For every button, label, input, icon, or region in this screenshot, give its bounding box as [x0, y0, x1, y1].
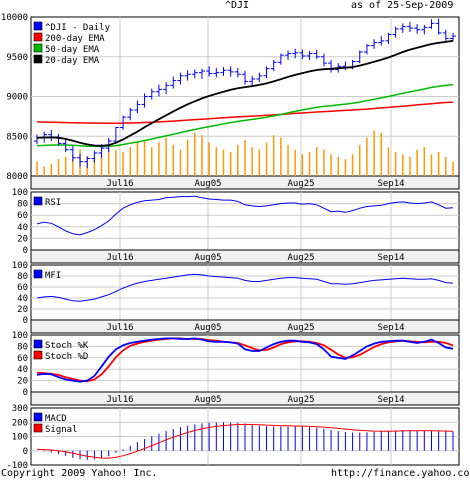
mfi-legend-label: MFI	[45, 271, 61, 281]
price-legend-label: ^DJI - Daily	[45, 23, 111, 33]
stoch-legend-swatch	[33, 339, 43, 349]
price-legend-swatch	[33, 21, 43, 31]
signal-line	[36, 423, 454, 459]
rsi-date-band	[30, 249, 460, 264]
price-y-tick-label: 8500	[6, 132, 28, 142]
rsi-y-tick-label: 100	[12, 188, 28, 198]
rsi-y-tick-label: 80	[17, 200, 28, 210]
rsi-y-tick-label: 20	[17, 234, 28, 244]
source-url[interactable]: http://finance.yahoo.com/	[331, 468, 470, 479]
rsi-x-tick-label: Sep14	[377, 253, 404, 263]
rsi-line	[36, 195, 454, 236]
macd-y-tick-label: 200	[12, 418, 28, 428]
macd-legend-swatch	[33, 412, 43, 422]
price-legend-label: 200-day EMA	[45, 34, 105, 44]
stoch-y-tick-label: 20	[17, 377, 28, 387]
rsi-y-tick-label: 0	[23, 246, 28, 256]
rsi-panel-frame	[30, 191, 460, 251]
stoch-x-tick-label: Aug05	[194, 395, 221, 405]
stoch-panel-frame	[30, 334, 460, 393]
stoch-d-line	[36, 337, 454, 383]
rsi-y-tick-label: 40	[17, 223, 28, 233]
price-y-tick-label: 9000	[6, 93, 28, 103]
price-x-tick-label: Sep14	[377, 179, 404, 189]
stoch-x-tick-label: Aug25	[287, 395, 314, 405]
stoch-y-tick-label: 60	[17, 354, 28, 364]
price-legend-label: 20-day EMA	[45, 56, 100, 66]
chart-symbol: ^DJI	[225, 0, 250, 11]
price-y-tick-label: 10000	[1, 13, 28, 23]
price-x-tick-label: Jul16	[106, 179, 133, 189]
mfi-x-tick-label: Aug05	[194, 323, 221, 333]
stoch-y-tick-label: 0	[23, 388, 28, 398]
mfi-y-tick-label: 60	[17, 283, 28, 293]
mfi-legend-swatch	[33, 269, 43, 279]
stoch-x-tick-label: Jul16	[106, 395, 133, 405]
ema20-line	[36, 39, 454, 147]
macd-y-tick-label: 0	[23, 447, 28, 457]
stoch-k-line	[36, 337, 454, 383]
mfi-x-tick-label: Jul16	[106, 323, 133, 333]
price-legend-swatch	[33, 43, 43, 53]
stoch-y-tick-label: 100	[12, 331, 28, 341]
stoch-legend-label: Stoch %K	[45, 341, 89, 351]
mfi-x-tick-label: Aug25	[287, 323, 314, 333]
mfi-y-tick-label: 20	[17, 305, 28, 315]
price-x-tick-label: Aug05	[194, 179, 221, 189]
stoch-date-band	[30, 391, 460, 406]
price-x-tick-label: Aug25	[287, 179, 314, 189]
stoch-legend-label: Stoch %D	[45, 352, 88, 362]
stoch-y-tick-label: 40	[17, 365, 28, 375]
rsi-x-tick-label: Jul16	[106, 253, 133, 263]
mfi-x-tick-label: Sep14	[377, 323, 404, 333]
price-legend-swatch	[33, 54, 43, 64]
rsi-y-tick-label: 60	[17, 211, 28, 221]
rsi-x-tick-label: Aug05	[194, 253, 221, 263]
mfi-y-tick-label: 80	[17, 272, 28, 282]
ema200-line	[36, 101, 454, 124]
copyright-text: Copyright 2009 Yahoo! Inc.	[1, 468, 158, 479]
rsi-legend-label: RSI	[45, 198, 61, 208]
mfi-y-tick-label: 100	[12, 261, 28, 271]
macd-y-tick-label: 300	[12, 404, 28, 414]
rsi-legend-swatch	[33, 196, 43, 206]
stoch-legend-swatch	[33, 350, 43, 360]
rsi-x-tick-label: Aug25	[287, 253, 314, 263]
mfi-y-tick-label: 0	[23, 316, 28, 326]
macd-legend-swatch	[33, 423, 43, 433]
macd-y-tick-label: 100	[12, 433, 28, 443]
stoch-y-tick-label: 80	[17, 342, 28, 352]
price-y-tick-label: 9500	[6, 53, 28, 63]
price-legend-swatch	[33, 32, 43, 42]
ema50-line	[36, 83, 454, 148]
as-of-date: as of 25-Sep-2009	[351, 0, 454, 11]
macd-y-tick-label: -100	[6, 461, 28, 471]
mfi-date-band	[30, 319, 460, 334]
macd-legend-label: MACD	[45, 414, 67, 424]
price-legend-label: 50-day EMA	[45, 45, 100, 55]
mfi-y-tick-label: 40	[17, 294, 28, 304]
price-y-tick-label: 8000	[6, 172, 28, 182]
stoch-x-tick-label: Sep14	[377, 395, 404, 405]
mfi-line	[36, 273, 454, 302]
mfi-panel-frame	[30, 264, 460, 321]
macd-legend-label: Signal	[45, 425, 78, 435]
